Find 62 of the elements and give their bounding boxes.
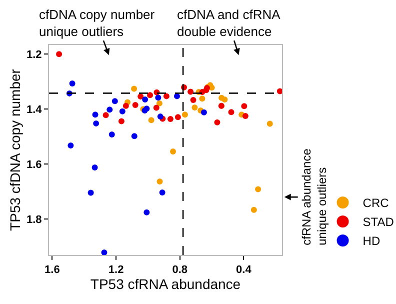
point (147, 92, 154, 98)
y-tick-label: 1.8 (26, 214, 42, 226)
point (192, 104, 198, 110)
point (250, 206, 257, 213)
point (102, 112, 109, 118)
point (157, 114, 164, 120)
point (92, 164, 98, 170)
legend-label: CRC (362, 196, 390, 210)
point (182, 112, 188, 118)
text: cfRNA abundance unique outliers (299, 148, 329, 246)
legend-label: HD (362, 234, 380, 248)
point (222, 96, 228, 102)
point (131, 133, 138, 140)
point (119, 108, 126, 114)
point (170, 148, 176, 155)
point (138, 93, 144, 100)
point (68, 142, 74, 148)
point (188, 88, 194, 95)
point (153, 104, 160, 111)
x-tick-label: 0.4 (236, 264, 252, 276)
point (144, 209, 150, 216)
y-tick-label: 1.2 (26, 48, 42, 61)
point (148, 117, 154, 124)
point (112, 98, 118, 104)
y-tick-label: 1.6 (26, 159, 42, 172)
x-tick-label: 1.6 (44, 264, 60, 276)
point (242, 113, 248, 120)
point (132, 102, 138, 108)
point (56, 51, 62, 58)
point (142, 96, 148, 102)
point (108, 131, 115, 138)
point (190, 97, 196, 104)
y-tick-label: 1.4 (26, 104, 43, 116)
x-tick-label: 0.8 (172, 264, 188, 276)
point (92, 112, 98, 118)
point (255, 186, 262, 192)
x-tick-label: 1.2 (108, 264, 124, 276)
point (155, 94, 162, 101)
point (159, 190, 166, 196)
text: cfDNA and cfRNA double evidence (177, 7, 281, 39)
point (214, 119, 220, 126)
point (163, 93, 170, 100)
point (174, 114, 181, 120)
text: cfDNA copy number unique outliers (39, 7, 156, 39)
point (122, 102, 129, 109)
y-axis-title: TP53 cfDNA copy number (7, 68, 24, 231)
point (200, 109, 207, 116)
point (199, 96, 206, 102)
point (228, 109, 234, 116)
point (131, 86, 138, 92)
point (88, 190, 94, 196)
x-axis-title: TP53 cfRNA abundance (90, 276, 241, 292)
point (69, 80, 76, 87)
point (266, 120, 273, 127)
point (93, 120, 100, 126)
point (156, 178, 163, 185)
legend-label: STAD (362, 215, 394, 230)
point (156, 100, 162, 106)
point (118, 118, 124, 124)
point (106, 106, 113, 113)
point (241, 103, 248, 110)
point (167, 116, 174, 122)
